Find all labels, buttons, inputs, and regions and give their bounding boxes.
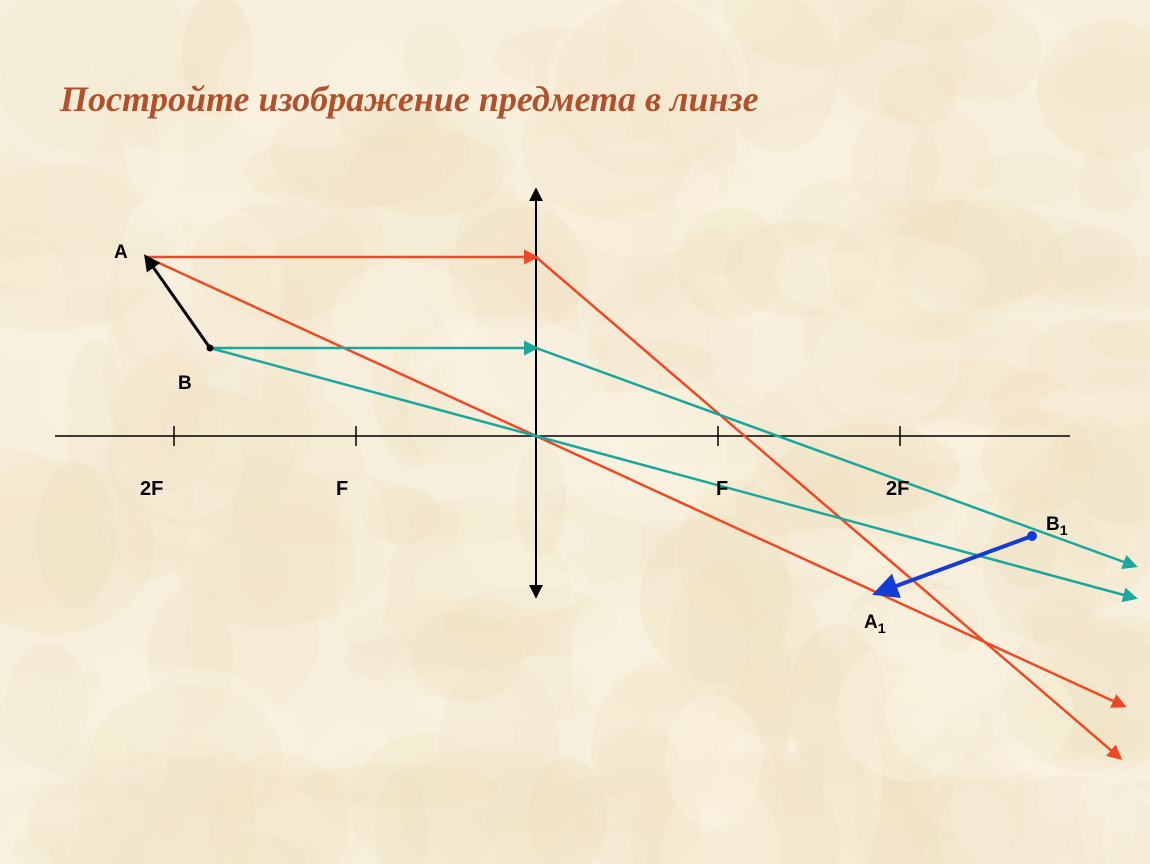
light-ray	[536, 257, 1120, 758]
point-label-b: B	[178, 373, 192, 395]
light-ray	[146, 257, 536, 436]
point-label-a1: A1	[864, 612, 886, 637]
axis-label-f-left: F	[336, 478, 348, 501]
lens-diagram-page: Постройте изображение предмета в линзе A…	[0, 0, 1150, 864]
optics-diagram	[0, 0, 1150, 864]
axis-label-f-right: F	[716, 478, 728, 501]
point-b-dot	[207, 345, 214, 352]
axis-label-2f-left: 2F	[140, 478, 163, 501]
point-label-a: A	[114, 242, 128, 264]
point-b1-dot	[1027, 531, 1037, 541]
axis-label-2f-right: 2F	[886, 478, 909, 501]
point-label-b1: B1	[1046, 514, 1068, 539]
